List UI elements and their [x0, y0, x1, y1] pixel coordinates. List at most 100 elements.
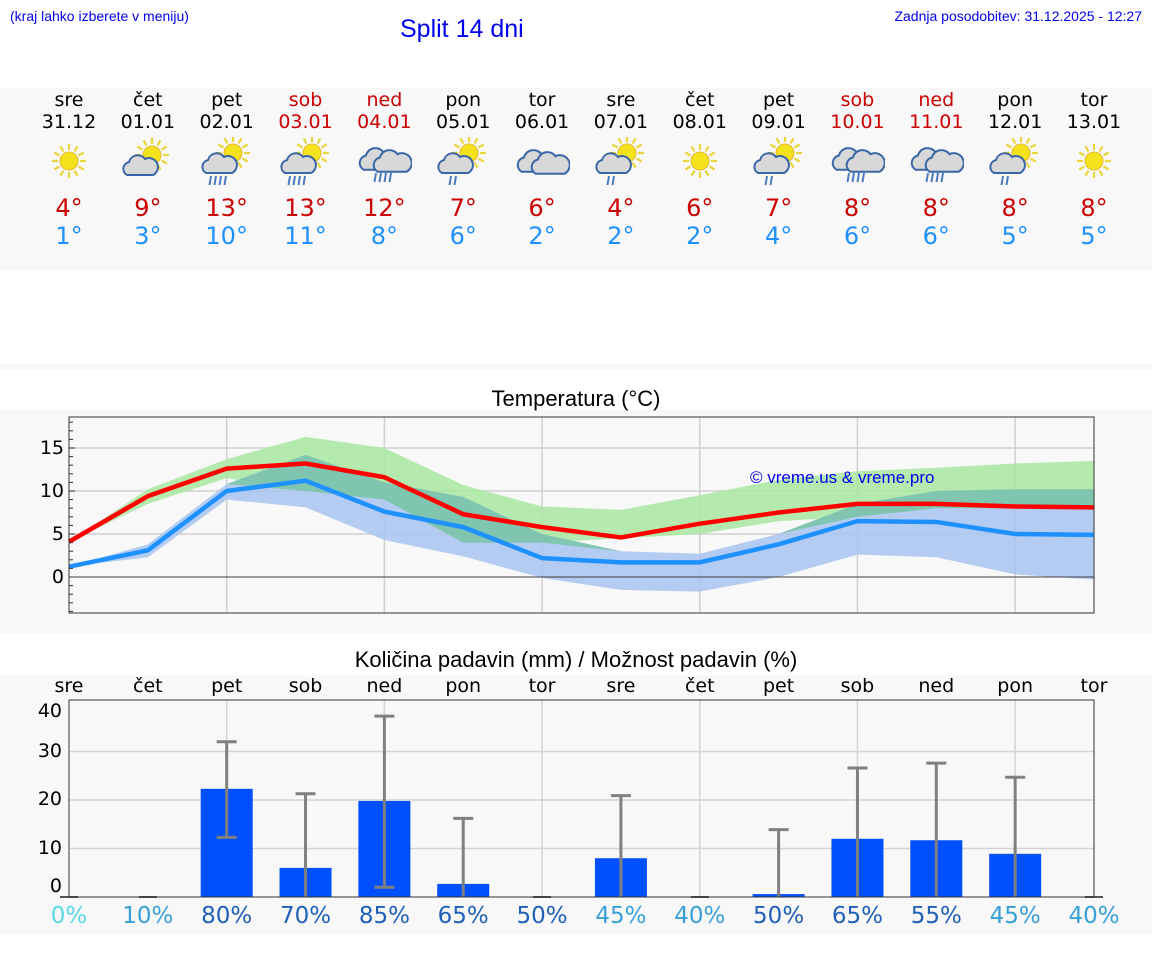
precip-probability: 65% — [437, 903, 489, 929]
sun-ray — [160, 159, 168, 165]
day-name: pet — [211, 89, 243, 111]
precip-plot-frame — [68, 699, 1095, 898]
temperature-y-label: 10 — [39, 480, 64, 502]
min-temperature: 3° — [134, 222, 162, 250]
sun-ray — [77, 165, 85, 171]
sun-ray — [1025, 137, 1031, 145]
precip-probability: 55% — [910, 903, 962, 929]
sun-ray — [708, 151, 716, 157]
day-column: tor 06.01 6° 2° — [502, 88, 582, 250]
sun-ray — [237, 161, 243, 169]
precip-day-label: čet — [133, 675, 163, 697]
rain-drop — [1000, 175, 1005, 186]
day-date: 04.01 — [357, 111, 412, 133]
sun-ray — [73, 169, 79, 177]
location-hint: (kraj lahko izberete v meniju) — [10, 8, 189, 24]
max-temperature: 4° — [55, 194, 83, 222]
max-temperature: 9° — [134, 194, 162, 222]
sun-ray — [704, 145, 710, 153]
max-temperature: 8° — [1080, 194, 1108, 222]
sun-ray — [223, 137, 229, 145]
precip-day-label: ned — [366, 675, 403, 697]
precip-day-label: sob — [288, 675, 323, 697]
precip-probability: 0% — [50, 903, 88, 929]
precip-y-label: 20 — [37, 788, 62, 810]
sun-ray — [478, 157, 485, 163]
min-temperature-line — [68, 478, 1095, 569]
day-date: 31.12 — [41, 111, 97, 133]
rain-drop — [287, 175, 291, 186]
sun-ray — [775, 137, 781, 145]
sun-cloud-light-rain-icon — [595, 137, 644, 186]
day-date: 10.01 — [830, 111, 885, 133]
sun-cloud-rain-icon — [279, 137, 329, 186]
sun-ray — [302, 137, 307, 145]
day-date: 13.01 — [1066, 111, 1122, 133]
day-column: pon 12.01 8° 5° — [975, 88, 1055, 250]
day-column: sre 31.12 4° 1° — [29, 88, 109, 250]
day-date: 01.01 — [120, 111, 176, 133]
rain-drop — [611, 175, 615, 186]
cloud-icon — [279, 152, 317, 174]
daily-forecast-strip — [0, 88, 1152, 270]
max-temperature: 13° — [284, 194, 327, 222]
rain-drop — [223, 175, 227, 186]
cloud-icon — [753, 152, 790, 174]
day-name: čet — [133, 89, 163, 111]
sun-ray — [59, 145, 65, 153]
sun-disc — [1084, 151, 1104, 171]
sun-ray — [631, 161, 637, 169]
sun-ray — [793, 157, 800, 163]
max-temperature: 7° — [764, 194, 793, 222]
sun-ray — [708, 165, 716, 171]
rain-drop — [378, 172, 383, 183]
precip-day-label: pet — [211, 675, 243, 697]
min-temperature: 6° — [922, 222, 950, 250]
precip-probability: 45% — [989, 903, 1041, 929]
sun-ray — [156, 139, 162, 147]
precip-day-label: tor — [528, 675, 556, 697]
day-date: 11.01 — [909, 111, 964, 133]
sun-ray — [1030, 157, 1037, 163]
rain-drop — [856, 172, 861, 183]
sun-ray — [77, 151, 85, 157]
sun-cloud-light-rain-icon — [437, 137, 487, 186]
sun-ray — [320, 143, 327, 149]
day-date: 02.01 — [199, 111, 254, 133]
sun-disc — [690, 151, 710, 171]
rain-drop — [925, 172, 930, 183]
rain-drop — [846, 172, 851, 183]
sun-cloud-rain-icon — [201, 137, 250, 186]
precip-probability: 10% — [122, 903, 174, 929]
cloud-icon — [925, 149, 965, 173]
day-column: sob 03.01 13° 11° — [266, 88, 346, 250]
sun-ray — [611, 143, 618, 149]
cloud-icon — [122, 154, 159, 176]
max-temperature: 13° — [205, 194, 248, 222]
sun-ray — [1025, 161, 1031, 169]
sun-ray — [1005, 143, 1013, 149]
day-date: 06.01 — [514, 111, 570, 133]
sun-ray — [217, 143, 224, 149]
sun-ray — [53, 151, 61, 157]
precip-probability: 50% — [753, 903, 805, 929]
precip-day-label: pet — [763, 675, 795, 697]
sun-ray — [478, 143, 485, 149]
min-temperature: 2° — [607, 222, 635, 250]
rain-drop — [935, 172, 940, 183]
sun-cloud-light-rain-icon — [753, 137, 802, 186]
min-temperature: 8° — [370, 222, 399, 250]
sun-ray — [704, 169, 710, 177]
rain-drop — [940, 172, 945, 183]
sun-ray — [459, 137, 465, 145]
sun-cloud-light-rain-icon — [989, 137, 1039, 186]
day-column: čet 01.01 9° 3° — [108, 88, 188, 250]
rain-drop — [851, 172, 856, 183]
day-name: tor — [1080, 89, 1108, 111]
day-name: tor — [528, 89, 556, 111]
cloud-icon — [530, 151, 571, 175]
day-column: pet 09.01 7° 4° — [739, 88, 819, 250]
min-temperature: 5° — [1080, 222, 1108, 250]
day-date: 09.01 — [751, 111, 806, 133]
sun-ray — [1102, 151, 1110, 157]
